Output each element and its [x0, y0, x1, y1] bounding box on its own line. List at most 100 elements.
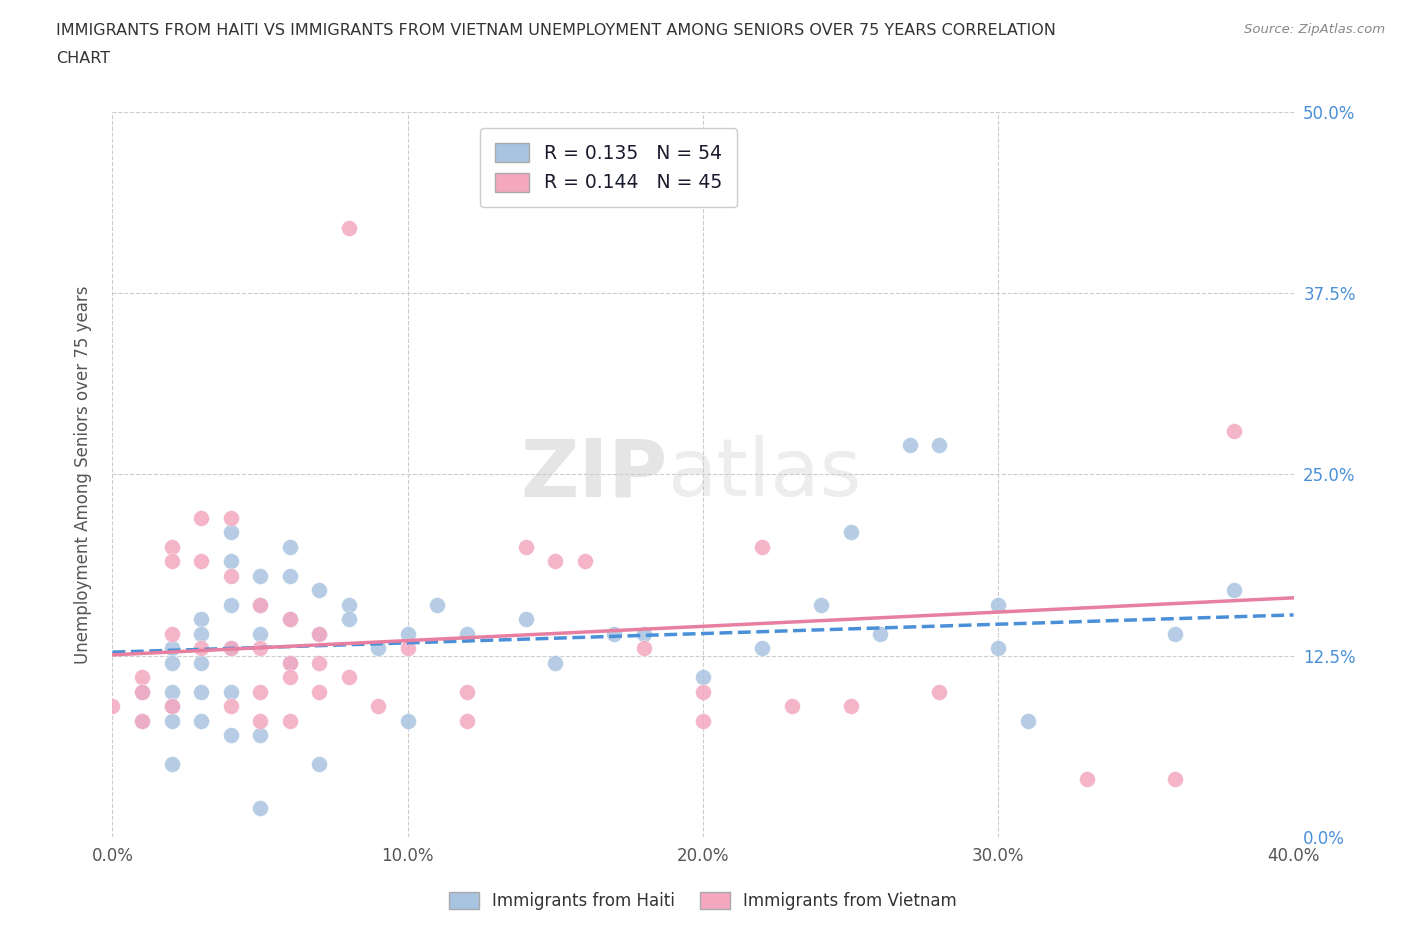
Point — [249, 684, 271, 699]
Point — [751, 641, 773, 656]
Point — [692, 713, 714, 728]
Point — [190, 684, 212, 699]
Point — [249, 728, 271, 743]
Point — [308, 627, 330, 642]
Point — [131, 684, 153, 699]
Point — [219, 641, 242, 656]
Point — [190, 612, 212, 627]
Point — [515, 612, 537, 627]
Point — [1017, 713, 1039, 728]
Text: atlas: atlas — [668, 435, 862, 513]
Point — [544, 554, 567, 569]
Point — [574, 554, 596, 569]
Point — [249, 713, 271, 728]
Point — [839, 699, 862, 714]
Point — [308, 583, 330, 598]
Point — [869, 627, 891, 642]
Point — [278, 539, 301, 554]
Point — [160, 757, 183, 772]
Point — [278, 670, 301, 684]
Point — [190, 713, 212, 728]
Point — [190, 554, 212, 569]
Point — [456, 684, 478, 699]
Point — [633, 627, 655, 642]
Point — [987, 597, 1010, 612]
Point — [367, 699, 389, 714]
Point — [337, 612, 360, 627]
Point — [249, 597, 271, 612]
Point — [308, 627, 330, 642]
Point — [160, 656, 183, 671]
Point — [190, 511, 212, 525]
Point — [367, 641, 389, 656]
Point — [190, 641, 212, 656]
Point — [219, 554, 242, 569]
Point — [219, 525, 242, 539]
Point — [249, 568, 271, 583]
Point — [308, 684, 330, 699]
Point — [839, 525, 862, 539]
Point — [780, 699, 803, 714]
Point — [337, 597, 360, 612]
Point — [928, 684, 950, 699]
Point — [190, 627, 212, 642]
Text: ZIP: ZIP — [520, 435, 668, 513]
Point — [160, 684, 183, 699]
Text: CHART: CHART — [56, 51, 110, 66]
Y-axis label: Unemployment Among Seniors over 75 years: Unemployment Among Seniors over 75 years — [73, 286, 91, 663]
Point — [898, 438, 921, 453]
Point — [219, 568, 242, 583]
Point — [249, 627, 271, 642]
Point — [219, 728, 242, 743]
Point — [692, 684, 714, 699]
Point — [219, 641, 242, 656]
Point — [131, 684, 153, 699]
Point — [1223, 583, 1246, 598]
Point — [810, 597, 832, 612]
Point — [131, 713, 153, 728]
Point — [456, 627, 478, 642]
Point — [219, 511, 242, 525]
Legend: R = 0.135   N = 54, R = 0.144   N = 45: R = 0.135 N = 54, R = 0.144 N = 45 — [479, 128, 737, 207]
Point — [928, 438, 950, 453]
Point — [160, 554, 183, 569]
Point — [219, 699, 242, 714]
Point — [249, 641, 271, 656]
Point — [101, 699, 124, 714]
Point — [278, 568, 301, 583]
Point — [278, 656, 301, 671]
Point — [160, 539, 183, 554]
Point — [219, 597, 242, 612]
Point — [219, 684, 242, 699]
Point — [1223, 423, 1246, 438]
Point — [249, 801, 271, 816]
Point — [308, 656, 330, 671]
Point — [603, 627, 626, 642]
Point — [190, 656, 212, 671]
Point — [131, 670, 153, 684]
Point — [456, 713, 478, 728]
Point — [249, 597, 271, 612]
Point — [160, 627, 183, 642]
Point — [987, 641, 1010, 656]
Point — [160, 641, 183, 656]
Point — [278, 656, 301, 671]
Point — [1164, 772, 1187, 787]
Point — [160, 699, 183, 714]
Point — [337, 670, 360, 684]
Point — [692, 670, 714, 684]
Point — [751, 539, 773, 554]
Text: Source: ZipAtlas.com: Source: ZipAtlas.com — [1244, 23, 1385, 36]
Text: IMMIGRANTS FROM HAITI VS IMMIGRANTS FROM VIETNAM UNEMPLOYMENT AMONG SENIORS OVER: IMMIGRANTS FROM HAITI VS IMMIGRANTS FROM… — [56, 23, 1056, 38]
Point — [396, 627, 419, 642]
Point — [160, 713, 183, 728]
Point — [278, 612, 301, 627]
Point — [337, 220, 360, 235]
Point — [515, 539, 537, 554]
Point — [396, 641, 419, 656]
Point — [1164, 627, 1187, 642]
Legend: Immigrants from Haiti, Immigrants from Vietnam: Immigrants from Haiti, Immigrants from V… — [443, 885, 963, 917]
Point — [308, 757, 330, 772]
Point — [278, 612, 301, 627]
Point — [1076, 772, 1098, 787]
